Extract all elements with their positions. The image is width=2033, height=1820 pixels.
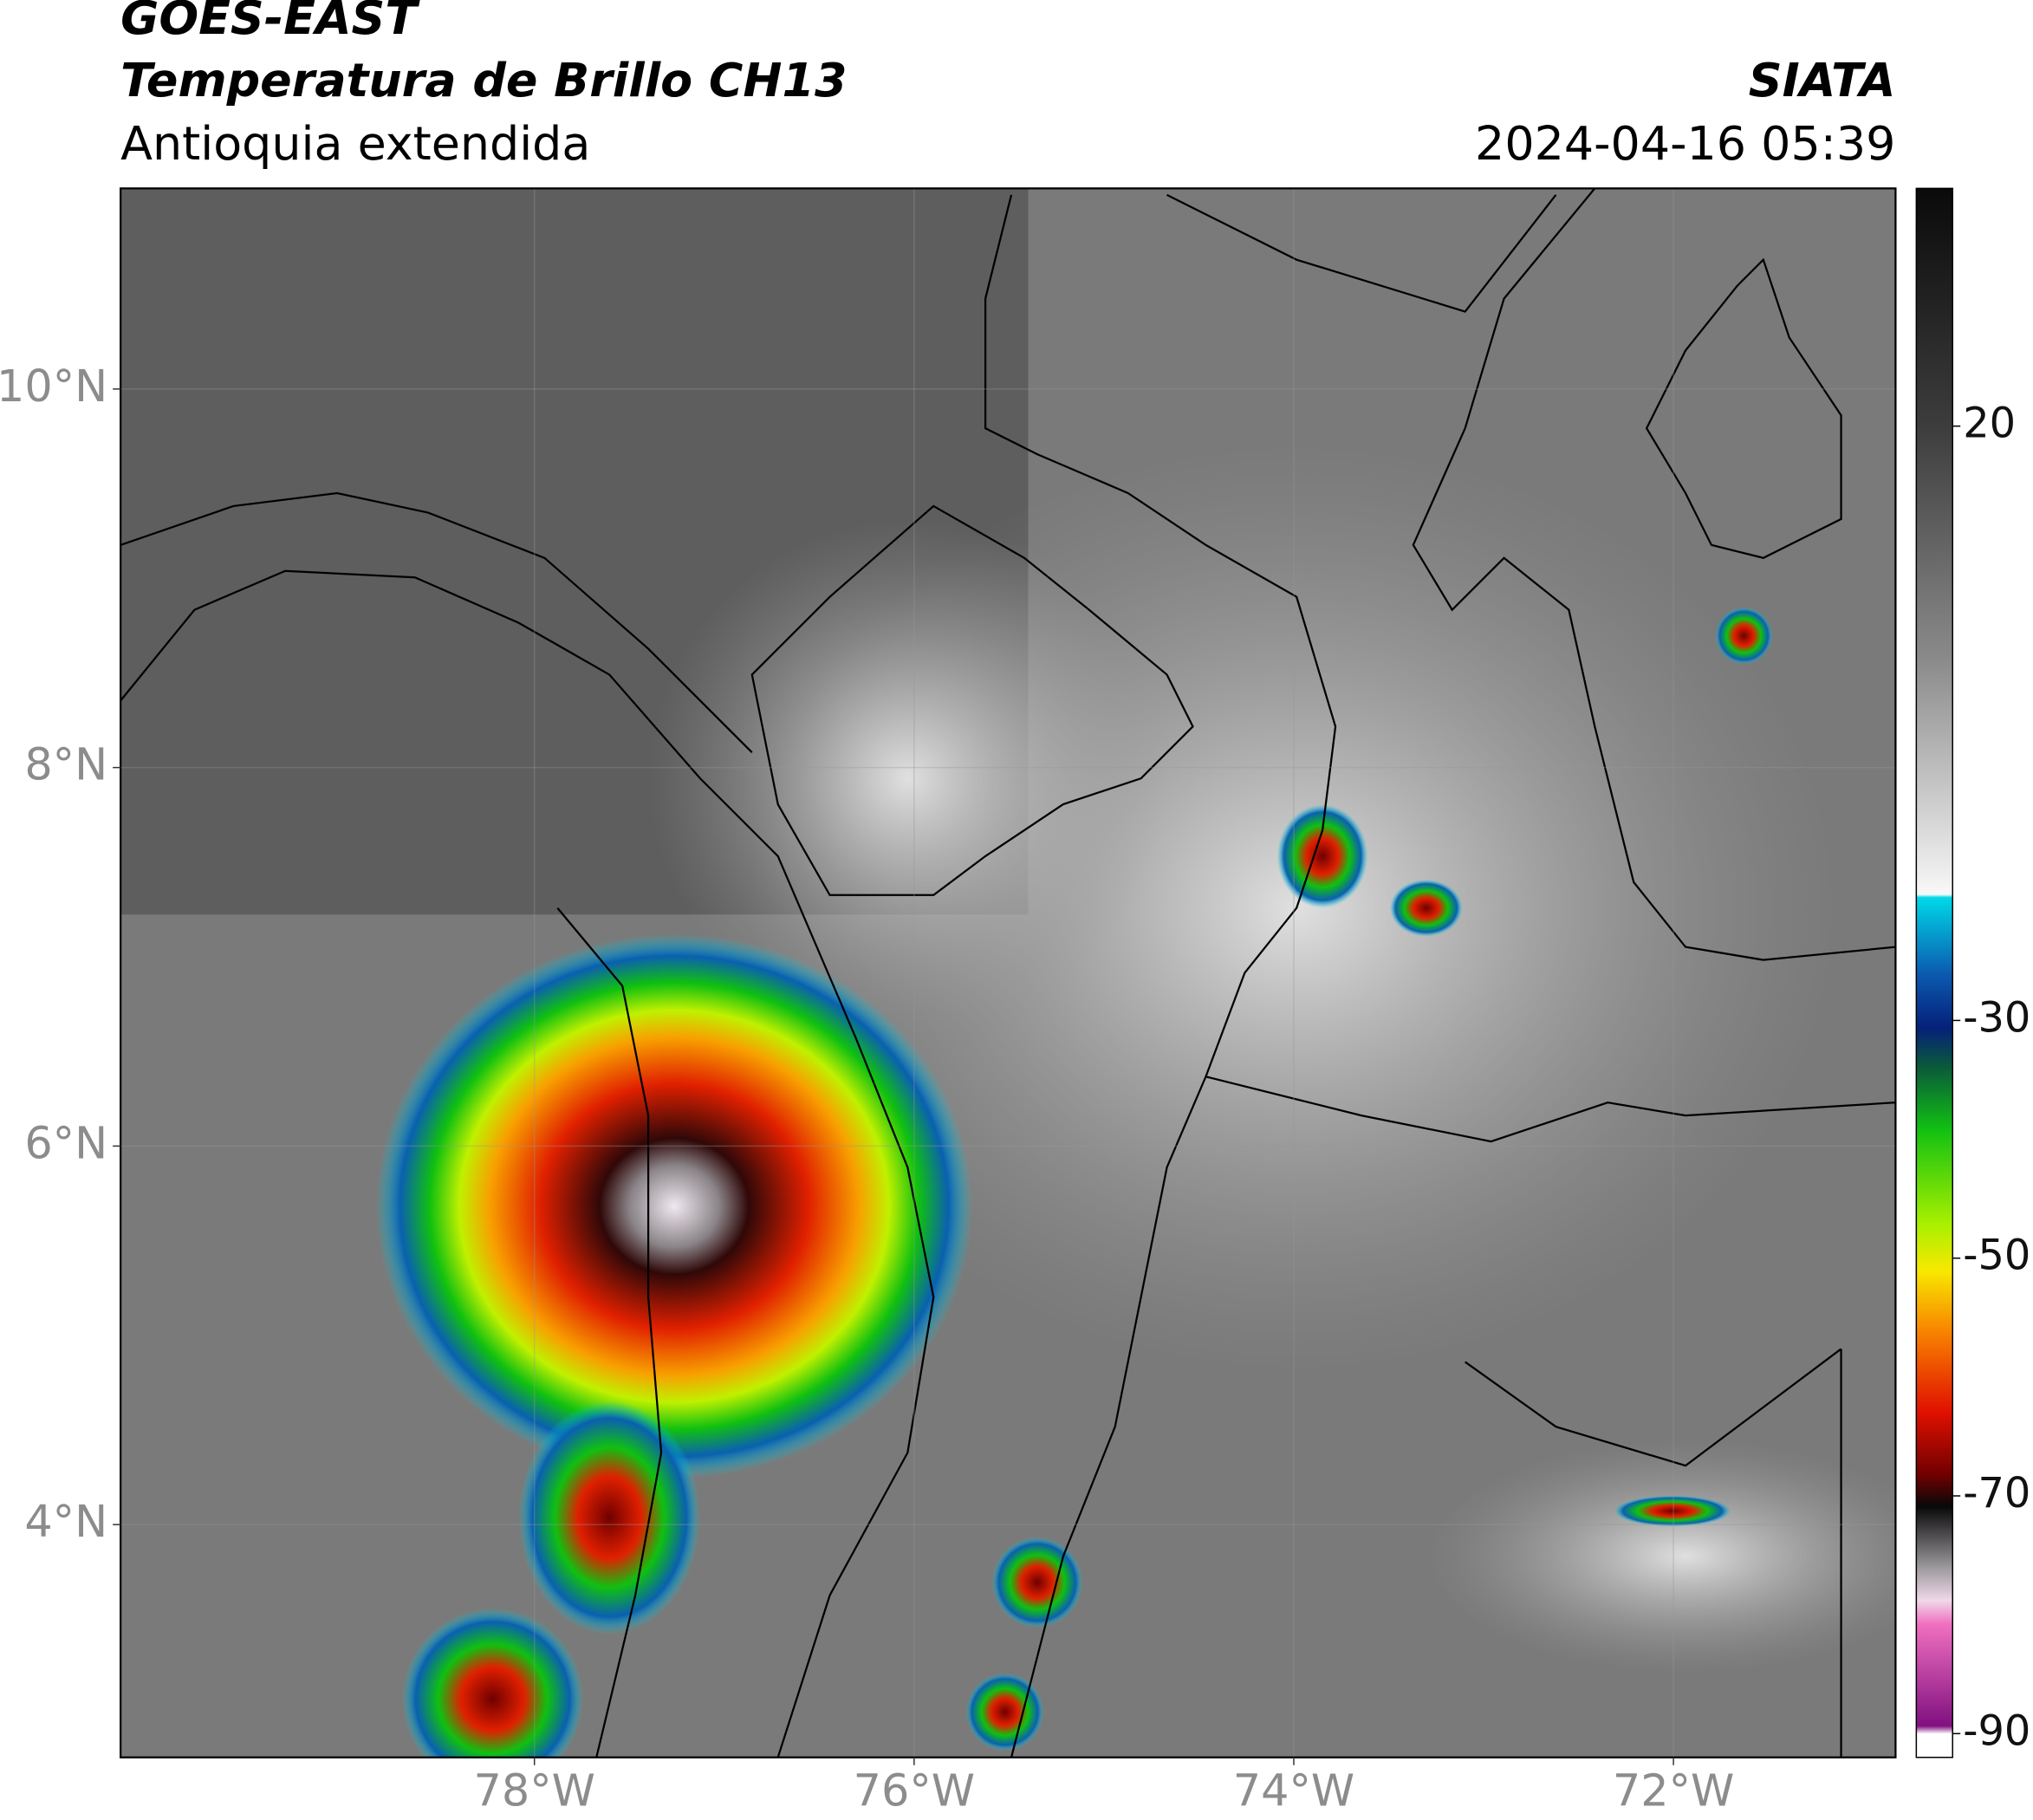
x-tick-label: 78°W: [473, 1765, 594, 1817]
map-image: [120, 188, 1896, 1758]
colorbar-label: 20: [1963, 400, 2016, 448]
x-tick-label: 76°W: [854, 1765, 975, 1817]
y-tick-label: 4°N: [24, 1496, 107, 1547]
colorbar-label: -90: [1963, 1707, 2030, 1755]
ticks: 78°W 76°W 74°W 72°W 4°N 6°N 8°N 10°N 20 -30 -50 -70…: [0, 361, 2030, 1817]
x-tick-label: 72°W: [1613, 1765, 1734, 1817]
datetime: 2024-04-16 05:39: [1475, 116, 1895, 171]
colorbar-label: -30: [1963, 994, 2030, 1042]
y-tick-label: 6°N: [24, 1117, 107, 1168]
title: Temperatura de Brillo CH13: [120, 53, 847, 107]
map-frame: [120, 187, 1897, 1758]
colorbar-label: -70: [1963, 1470, 2030, 1518]
colorbar: [1915, 187, 1953, 1758]
x-tick-label: 74°W: [1233, 1765, 1354, 1817]
agency: SIATA: [1749, 53, 1896, 107]
source: GOES-EAST: [120, 0, 420, 45]
y-tick-label: 8°N: [24, 739, 107, 790]
y-tick-label: 10°N: [0, 361, 107, 412]
region: Antioquia extendida: [120, 116, 590, 171]
graticule: [120, 188, 1896, 1758]
colorbar-label: -50: [1963, 1232, 2030, 1280]
